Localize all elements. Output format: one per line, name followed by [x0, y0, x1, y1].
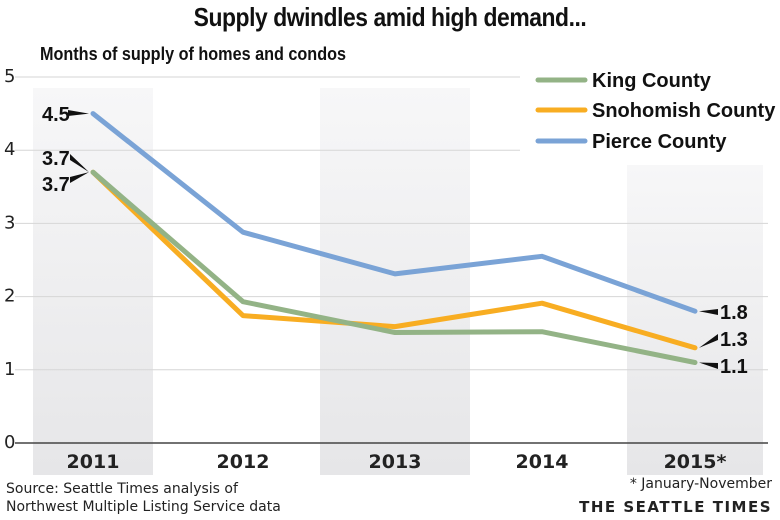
- label-pointer: [699, 309, 718, 315]
- legend-label-pierce-county: Pierce County: [592, 131, 727, 153]
- y-tick-label: 0: [4, 432, 15, 453]
- x-tick-label: 2012: [217, 451, 270, 473]
- y-tick-label: 5: [4, 66, 15, 87]
- data-label-king-county: 1.1: [720, 356, 748, 378]
- shaded-band-2013: [320, 88, 470, 475]
- x-axis: 2011 2012 2013 2014 2015*: [67, 451, 727, 473]
- y-tick-label: 1: [4, 359, 15, 380]
- gridlines: [15, 76, 768, 444]
- y-axis: 0 1 2 3 4 5: [4, 66, 15, 453]
- brand-logo: THE SEATTLE TIMES: [579, 498, 772, 516]
- label-pointer: [70, 154, 89, 173]
- legend-label-snohomish-county: Snohomish County: [592, 100, 776, 122]
- x-tick-label: 2013: [369, 451, 422, 473]
- chart-subtitle: Months of supply of homes and condos: [40, 44, 346, 64]
- y-tick-label: 3: [4, 212, 15, 233]
- data-label-snohomish-county: 3.7: [42, 174, 70, 196]
- label-pointer: [68, 110, 89, 116]
- x-tick-label: 2014: [516, 451, 569, 473]
- x-tick-label: 2011: [67, 451, 120, 473]
- data-label-king-county: 3.7: [42, 148, 70, 170]
- y-tick-label: 2: [4, 286, 15, 307]
- y-tick-label: 4: [4, 139, 15, 160]
- legend: King County Snohomish County Pierce County: [535, 70, 776, 153]
- x-tick-label: 2015*: [664, 451, 727, 473]
- label-pointer: [70, 172, 89, 183]
- shaded-bands: [33, 88, 763, 475]
- series-lines: [90, 111, 698, 365]
- data-label-snohomish-county: 1.3: [720, 329, 748, 351]
- label-pointer: [699, 334, 718, 348]
- shaded-band-2011: [33, 88, 153, 475]
- source-line-2: Northwest Multiple Listing Service data: [6, 499, 281, 515]
- footnote: * January-November: [629, 476, 772, 492]
- source-note: Source: Seattle Times analysis of Northw…: [6, 480, 281, 516]
- data-labels: 4.5 3.7 3.7 1.8 1.3 1.1: [42, 104, 748, 378]
- label-pointer: [699, 362, 718, 369]
- data-label-pierce-county: 4.5: [42, 104, 70, 126]
- legend-label-king-county: King County: [592, 70, 712, 92]
- data-label-pierce-county: 1.8: [720, 302, 748, 324]
- shaded-band-2015: [627, 165, 763, 475]
- chart-title: Supply dwindles amid high demand...: [193, 2, 587, 32]
- source-line-1: Source: Seattle Times analysis of: [6, 481, 238, 497]
